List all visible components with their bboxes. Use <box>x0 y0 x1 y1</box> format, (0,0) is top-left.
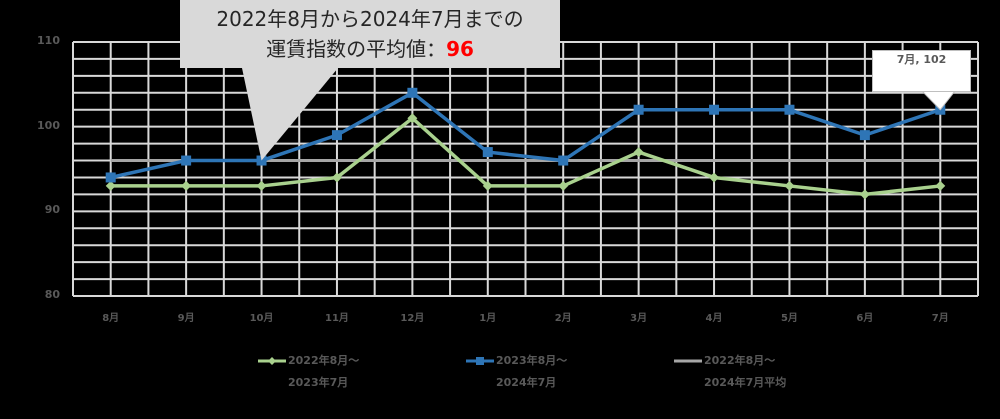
y-tick-label: 100 <box>37 118 60 132</box>
x-tick-label: 9月 <box>177 313 195 324</box>
x-tick-label: 10月 <box>249 313 274 324</box>
legend-label-line2: 2023年7月 <box>288 376 349 389</box>
x-tick-label: 2月 <box>554 313 572 324</box>
data-label-july: 7月, 102 <box>872 50 971 92</box>
x-tick-label: 4月 <box>705 313 723 324</box>
y-tick-label: 80 <box>44 288 60 301</box>
legend-label-line1: 2022年8月～ <box>704 354 776 367</box>
legend-item-series2[interactable]: 2023年8月～ 2024年7月 <box>466 350 567 394</box>
callout-tails <box>242 68 957 161</box>
average-callout: 2022年8月から2024年7月までの 運賃指数の平均値：96 <box>180 0 560 68</box>
x-tick-label: 1月 <box>479 313 497 324</box>
series-lines <box>110 91 941 197</box>
callout-average-value: 96 <box>446 37 474 61</box>
legend-label-line1: 2023年8月～ <box>496 354 568 367</box>
y-tick-label: 110 <box>37 34 60 47</box>
x-tick-label: 11月 <box>324 313 349 324</box>
legend-line-icon <box>674 359 702 363</box>
x-tick-label: 6月 <box>856 313 874 324</box>
x-tick-label: 12月 <box>400 313 425 324</box>
legend-label-line2: 2024年7月 <box>496 376 557 389</box>
legend-item-series1[interactable]: 2022年8月～ 2023年7月 <box>258 350 359 394</box>
legend-label-line1: 2022年8月～ <box>288 354 360 367</box>
y-tick-label: 90 <box>44 203 60 217</box>
x-tick-label: 5月 <box>780 313 798 324</box>
callout-line2: 運賃指数の平均値：96 <box>180 34 560 64</box>
x-tick-label: 8月 <box>102 313 120 324</box>
legend-diamond-icon <box>258 357 286 365</box>
x-tick-label: 7月 <box>931 313 949 324</box>
callout-line1: 2022年8月から2024年7月までの <box>216 7 524 31</box>
x-tick-label: 3月 <box>630 313 648 324</box>
callout-line2-prefix: 運賃指数の平均値： <box>266 37 447 61</box>
grid-lines <box>72 41 979 297</box>
legend-square-icon <box>466 357 494 365</box>
legend-item-average[interactable]: 2022年8月～ 2024年7月平均 <box>674 350 786 394</box>
legend-label-line2: 2024年7月平均 <box>704 376 787 389</box>
